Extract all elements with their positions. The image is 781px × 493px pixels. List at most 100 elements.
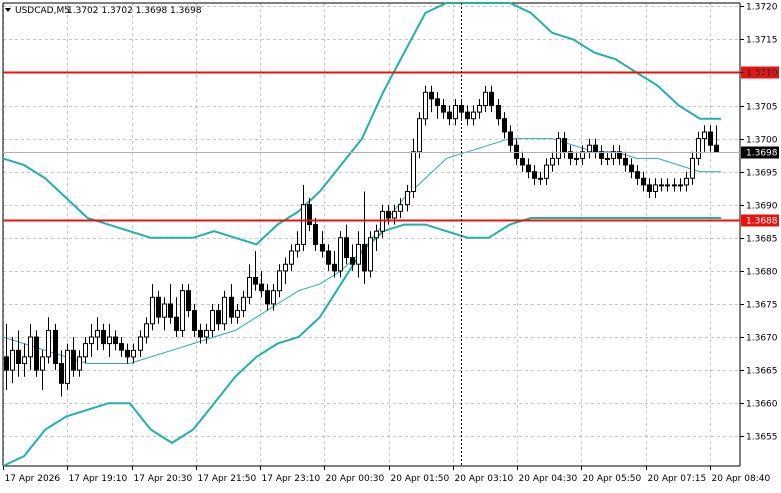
candle xyxy=(672,178,677,192)
candle xyxy=(271,284,276,311)
candle-body xyxy=(222,296,227,325)
candle xyxy=(429,85,434,113)
candle-body xyxy=(65,349,70,384)
y-tick-label: 1.3695 xyxy=(746,169,778,179)
candle xyxy=(162,297,167,331)
candle xyxy=(313,218,318,251)
x-tick-label: 17 Apr 20:30 xyxy=(134,474,193,484)
price-axis: 1.3720 1.3715 1.3710 1.3705 1.3700 1.3695 1.36… xyxy=(740,3,778,443)
candle xyxy=(678,178,683,192)
candle-body xyxy=(4,356,9,371)
horizontal-levels[interactable]: 1.3710 1.3688 1.3698 xyxy=(3,66,779,227)
candle xyxy=(514,138,519,166)
candle-body xyxy=(289,250,294,265)
candle-body xyxy=(144,323,149,338)
candle-body xyxy=(101,329,106,345)
candle xyxy=(617,145,622,166)
candle-body xyxy=(641,177,646,186)
candle-body xyxy=(283,263,288,272)
candle xyxy=(338,231,343,278)
y-tick-label: 1.3705 xyxy=(746,103,778,113)
candle xyxy=(150,284,155,331)
candle-body xyxy=(520,157,525,166)
candle xyxy=(605,151,610,166)
candle xyxy=(496,98,501,126)
candle xyxy=(186,284,191,318)
candle-body xyxy=(235,310,240,318)
candle-body xyxy=(659,184,664,187)
candle xyxy=(350,244,355,271)
candle xyxy=(4,323,9,390)
x-tick-label: 20 Apr 07:15 xyxy=(648,474,707,484)
candle-body xyxy=(696,138,701,159)
candle xyxy=(453,98,458,126)
candle xyxy=(235,304,240,324)
candle-body xyxy=(332,263,337,272)
y-tick-label: 1.3670 xyxy=(746,334,778,344)
candle-body xyxy=(313,224,318,245)
candle-body xyxy=(417,118,422,153)
candle xyxy=(326,244,331,271)
candle xyxy=(647,178,652,199)
candle xyxy=(53,323,58,371)
candle-body xyxy=(386,210,391,219)
candle-body xyxy=(684,177,689,186)
dropdown-triangle-icon[interactable] xyxy=(5,8,11,12)
candle-body xyxy=(435,98,440,107)
candle xyxy=(119,337,124,357)
candle-body xyxy=(307,204,312,225)
candle xyxy=(320,231,325,258)
x-tick-label: 20 Apr 05:50 xyxy=(583,474,642,484)
candle-body xyxy=(34,336,39,371)
candle xyxy=(283,257,288,285)
candle xyxy=(198,323,203,344)
x-tick-label: 17 Apr 21:50 xyxy=(198,474,257,484)
level-label: 1.3710 xyxy=(746,69,778,79)
candle-body xyxy=(544,164,549,179)
candle-body xyxy=(623,157,628,166)
candle-body xyxy=(186,290,191,312)
candle-body xyxy=(405,191,410,206)
candle-body xyxy=(532,171,537,179)
candle-body xyxy=(714,144,719,153)
candle xyxy=(368,231,373,278)
y-tick-label: 1.3680 xyxy=(746,268,778,278)
x-tick-label: 17 Apr 19:10 xyxy=(69,474,128,484)
candle-body xyxy=(526,164,531,173)
candle-body xyxy=(338,237,343,272)
candle xyxy=(216,304,221,331)
candle xyxy=(301,184,306,251)
candle xyxy=(489,85,494,113)
candle xyxy=(138,330,143,357)
candle xyxy=(265,284,270,311)
candle-body xyxy=(326,250,331,265)
level-label: 1.3688 xyxy=(746,217,778,227)
candle-body xyxy=(168,303,173,318)
candle xyxy=(34,330,39,377)
candle-body xyxy=(119,343,124,351)
candle xyxy=(611,145,616,166)
candle xyxy=(417,112,422,159)
candle xyxy=(83,337,88,364)
level-label-bg xyxy=(741,214,779,227)
candle-body xyxy=(295,243,300,252)
candle-body xyxy=(593,144,598,153)
candle xyxy=(447,105,452,126)
candle xyxy=(204,323,209,344)
candle xyxy=(562,132,567,159)
candle-body xyxy=(423,91,428,120)
candle xyxy=(95,317,100,351)
candle-body xyxy=(599,151,604,159)
candle-body xyxy=(514,144,519,159)
candle-body xyxy=(502,118,507,133)
candle-body xyxy=(89,336,94,345)
candle xyxy=(684,171,689,192)
y-tick-label: 1.3660 xyxy=(746,400,778,410)
candle xyxy=(635,165,640,185)
candle-body xyxy=(210,310,215,331)
candle xyxy=(405,184,410,212)
candle-body xyxy=(131,349,136,358)
y-tick-label: 1.3715 xyxy=(746,36,778,46)
